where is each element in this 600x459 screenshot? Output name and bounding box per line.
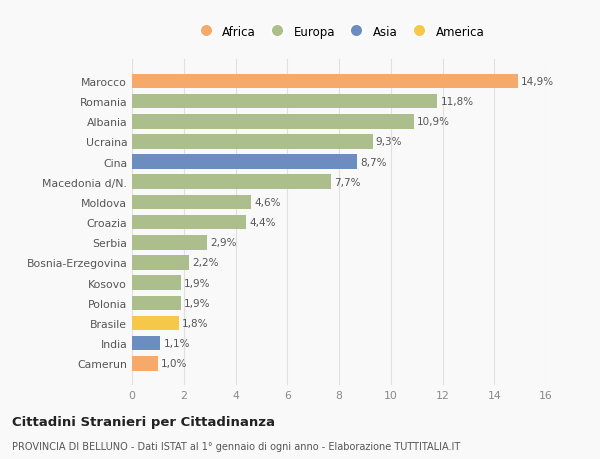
Text: PROVINCIA DI BELLUNO - Dati ISTAT al 1° gennaio di ogni anno - Elaborazione TUTT: PROVINCIA DI BELLUNO - Dati ISTAT al 1° … — [12, 441, 460, 451]
Text: 1,8%: 1,8% — [182, 318, 208, 328]
Bar — [132, 195, 251, 210]
Text: 1,9%: 1,9% — [184, 278, 211, 288]
Text: 1,0%: 1,0% — [161, 358, 187, 369]
Text: 7,7%: 7,7% — [334, 177, 361, 187]
Bar — [132, 74, 518, 89]
Bar — [132, 215, 246, 230]
Bar — [132, 336, 160, 351]
Text: 1,9%: 1,9% — [184, 298, 211, 308]
Text: Cittadini Stranieri per Cittadinanza: Cittadini Stranieri per Cittadinanza — [12, 415, 275, 428]
Bar — [132, 95, 437, 109]
Bar — [132, 256, 189, 270]
Bar — [132, 276, 181, 290]
Bar — [132, 175, 331, 190]
Text: 10,9%: 10,9% — [417, 117, 450, 127]
Text: 1,1%: 1,1% — [164, 338, 190, 348]
Text: 2,2%: 2,2% — [192, 258, 218, 268]
Bar — [132, 235, 207, 250]
Text: 14,9%: 14,9% — [521, 77, 554, 87]
Bar — [132, 135, 373, 149]
Text: 8,7%: 8,7% — [360, 157, 387, 167]
Text: 9,3%: 9,3% — [376, 137, 402, 147]
Bar — [132, 155, 357, 169]
Text: 4,6%: 4,6% — [254, 197, 281, 207]
Text: 11,8%: 11,8% — [440, 97, 473, 107]
Text: 4,4%: 4,4% — [249, 218, 275, 228]
Bar — [132, 316, 179, 330]
Bar — [132, 115, 414, 129]
Bar — [132, 296, 181, 310]
Legend: Africa, Europa, Asia, America: Africa, Europa, Asia, America — [191, 23, 487, 41]
Text: 2,9%: 2,9% — [210, 238, 236, 248]
Bar — [132, 356, 158, 371]
